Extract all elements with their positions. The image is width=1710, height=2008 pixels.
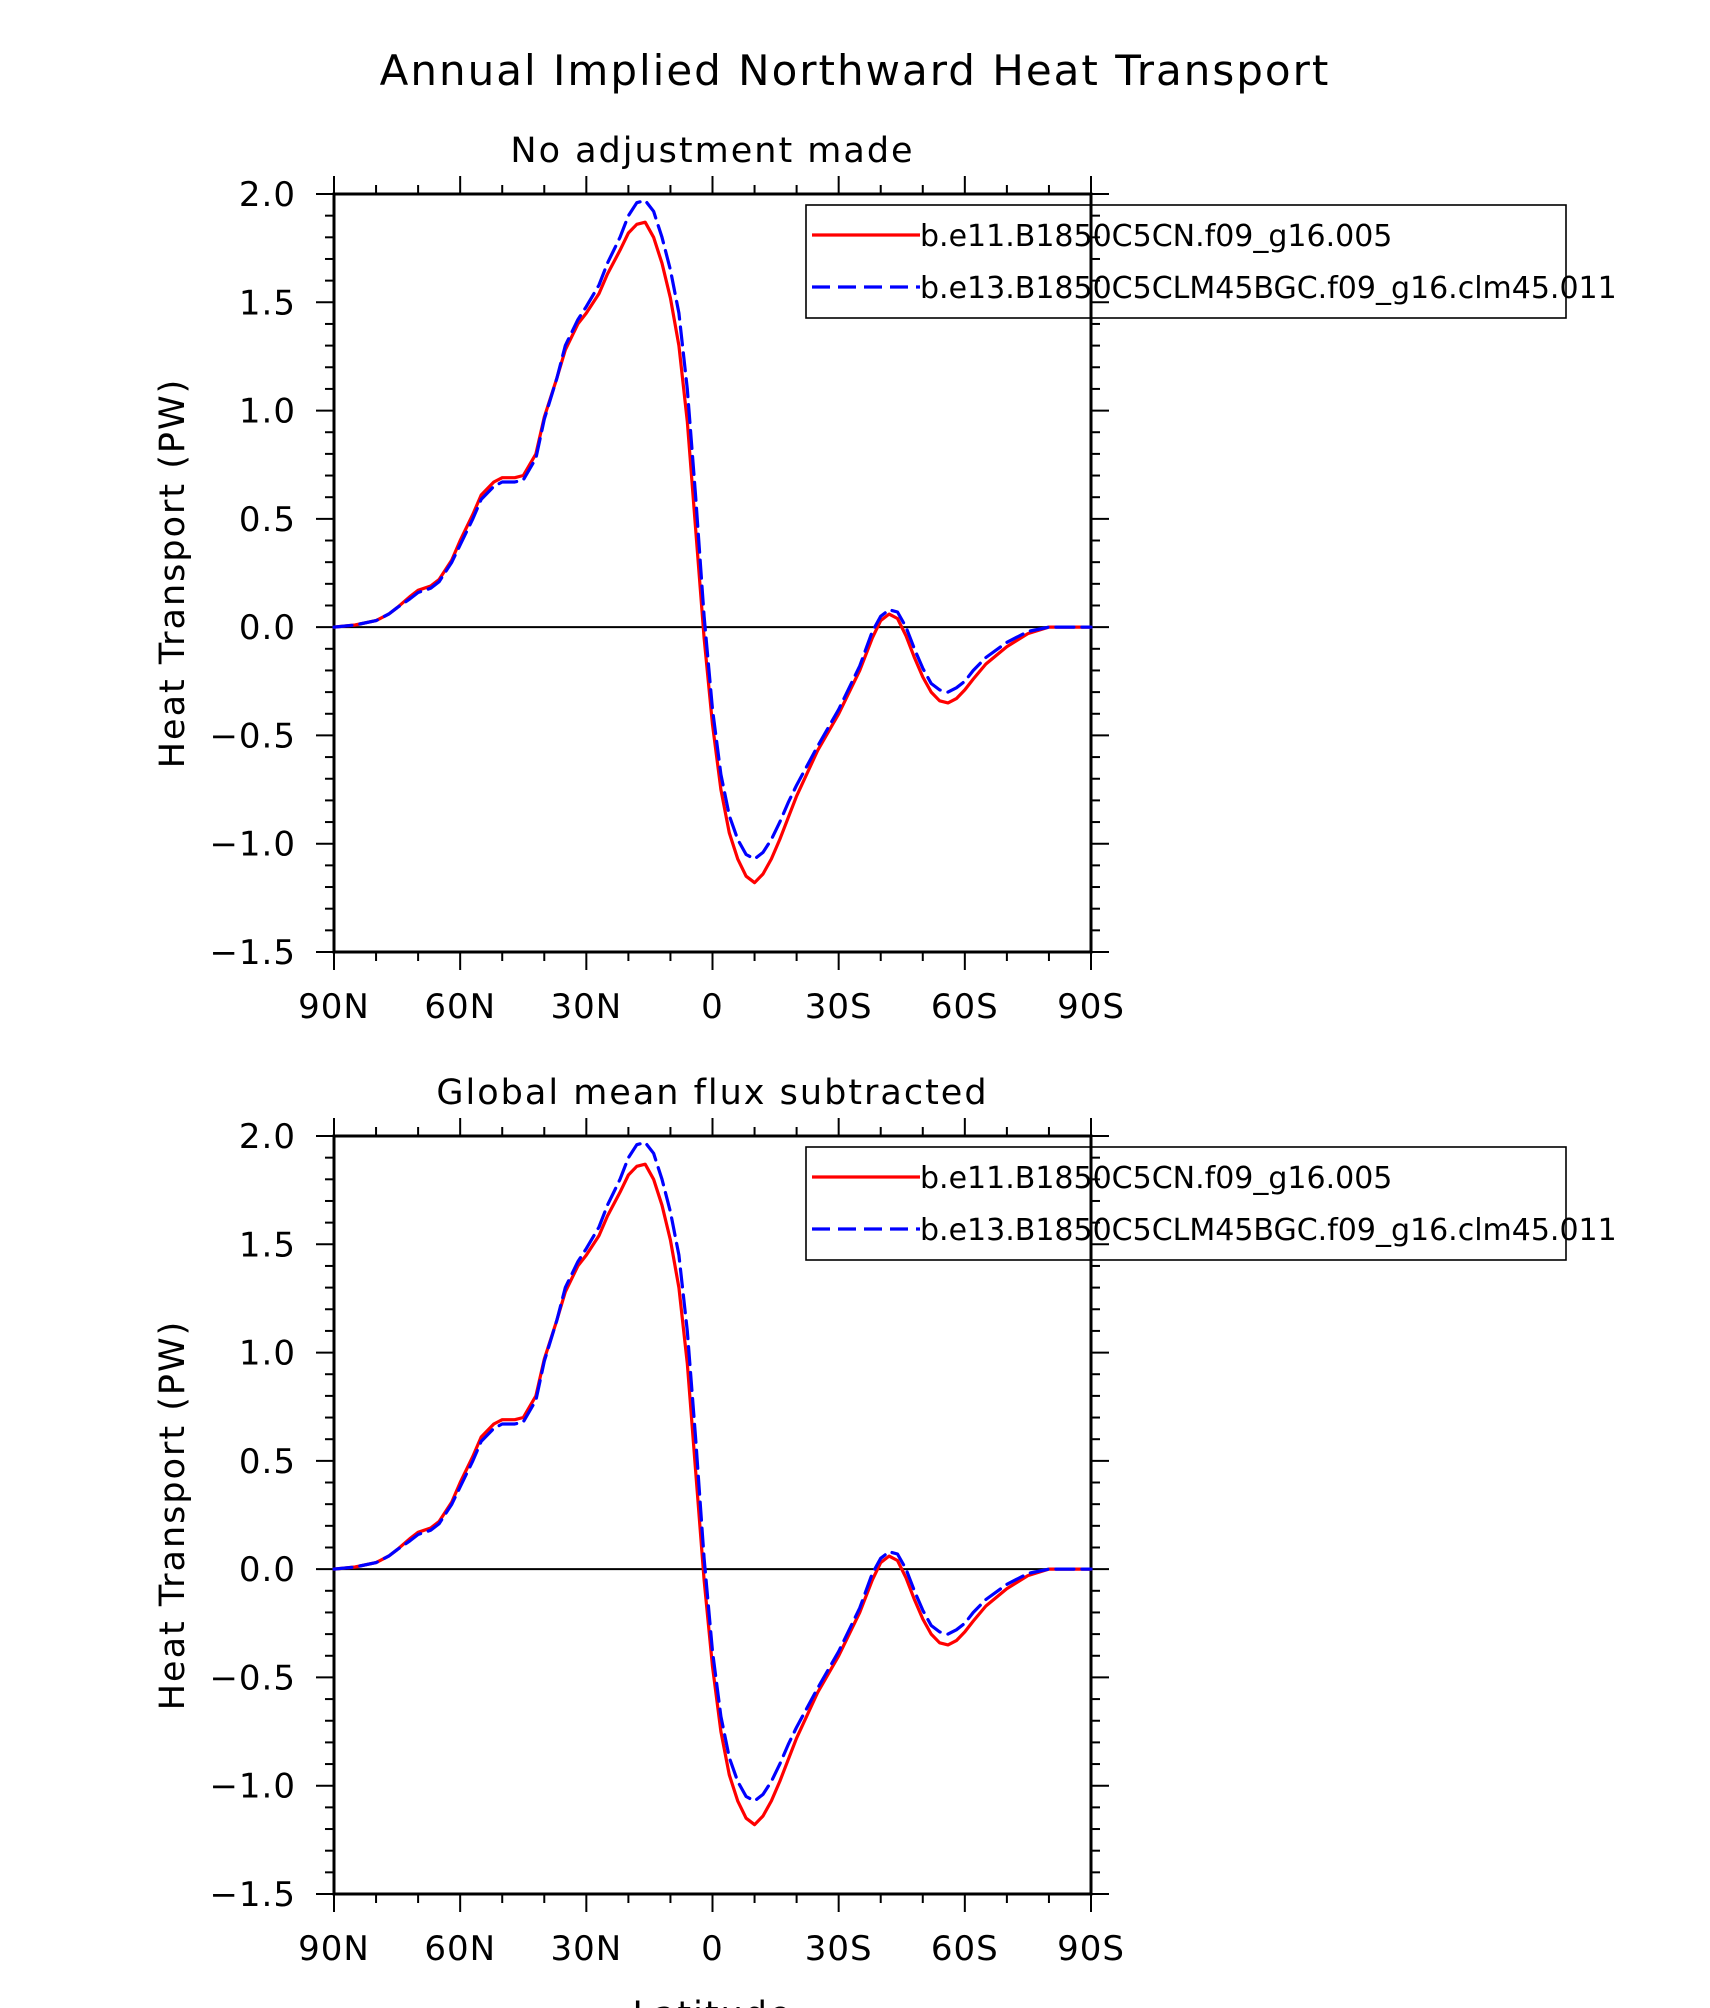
legend-label: b.e13.B1850C5CLM45BGC.f09_g16.clm45.011 — [920, 271, 1617, 306]
plot-frame — [332, 1134, 1093, 1896]
y-tick-label: −0.5 — [209, 716, 296, 756]
series-line-1 — [332, 220, 1093, 885]
y-tick-label: 1.5 — [239, 283, 296, 323]
x-tick-label: 60N — [424, 1929, 496, 1969]
x-tick-label: 30S — [805, 987, 873, 1027]
legend: b.e11.B1850C5CN.f09_g16.005 b.e13.B1850C5… — [805, 1146, 1617, 1261]
series-line-2 — [332, 198, 1093, 861]
x-tick-label: 60S — [931, 987, 999, 1027]
chart-panels: No adjustment made −1.5 −1.0 −0.5 0.0 0.5 1.0 1… — [153, 131, 1617, 2008]
y-tick-label: −1.0 — [209, 825, 296, 865]
y-tick-label: 1.0 — [239, 1334, 296, 1374]
x-tick-label: 30N — [550, 1929, 622, 1969]
x-tick-label: 30N — [550, 987, 622, 1027]
y-tick-label: 0.5 — [239, 1442, 296, 1482]
x-tick-label: 90N — [298, 1929, 370, 1969]
x-axis-label: Latitude — [632, 1995, 792, 2008]
y-tick-label: 2.0 — [239, 1117, 296, 1157]
y-tick-label: −1.0 — [209, 1767, 296, 1807]
y-axis-label: Heat Transport (PW) — [153, 378, 193, 769]
y-tick-label: 1.5 — [239, 1225, 296, 1265]
plot-frame — [332, 192, 1093, 954]
x-tick-label: 90S — [1057, 987, 1125, 1027]
x-tick-label: 0 — [701, 987, 724, 1027]
y-tick-label: 0.0 — [239, 1550, 296, 1590]
figure-title: Annual Implied Northward Heat Transport — [380, 46, 1331, 95]
chart-panel-2: Global mean flux subtracted −1.5 −1.0 −0.5 0… — [153, 1073, 1617, 2008]
x-tick-label: 60N — [424, 987, 496, 1027]
x-tick-label: 90S — [1057, 1929, 1125, 1969]
y-axis-label: Heat Transport (PW) — [153, 1320, 193, 1711]
y-tick-label: −1.5 — [209, 1875, 296, 1915]
panel-title: No adjustment made — [510, 131, 914, 171]
legend-label: b.e11.B1850C5CN.f09_g16.005 — [920, 219, 1392, 254]
y-tick-label: 1.0 — [239, 392, 296, 432]
y-tick-label: −0.5 — [209, 1658, 296, 1698]
y-tick-label: 2.0 — [239, 175, 296, 215]
series-line-2 — [332, 1140, 1093, 1803]
legend-label: b.e13.B1850C5CLM45BGC.f09_g16.clm45.011 — [920, 1213, 1617, 1248]
y-tick-label: 0.0 — [239, 608, 296, 648]
panel-title: Global mean flux subtracted — [436, 1073, 988, 1113]
legend-box — [805, 204, 1567, 319]
legend-box — [805, 1146, 1567, 1261]
x-tick-label: 30S — [805, 1929, 873, 1969]
chart-panel-1: No adjustment made −1.5 −1.0 −0.5 0.0 0.5 1.0 1… — [153, 131, 1617, 1027]
legend-label: b.e11.B1850C5CN.f09_g16.005 — [920, 1161, 1392, 1196]
y-tick-label: −1.5 — [209, 933, 296, 973]
y-tick-label: 0.5 — [239, 500, 296, 540]
x-tick-label: 90N — [298, 987, 370, 1027]
x-tick-label: 60S — [931, 1929, 999, 1969]
x-tick-label: 0 — [701, 1929, 724, 1969]
legend: b.e11.B1850C5CN.f09_g16.005 b.e13.B1850C5… — [805, 204, 1617, 319]
series-line-1 — [332, 1162, 1093, 1827]
